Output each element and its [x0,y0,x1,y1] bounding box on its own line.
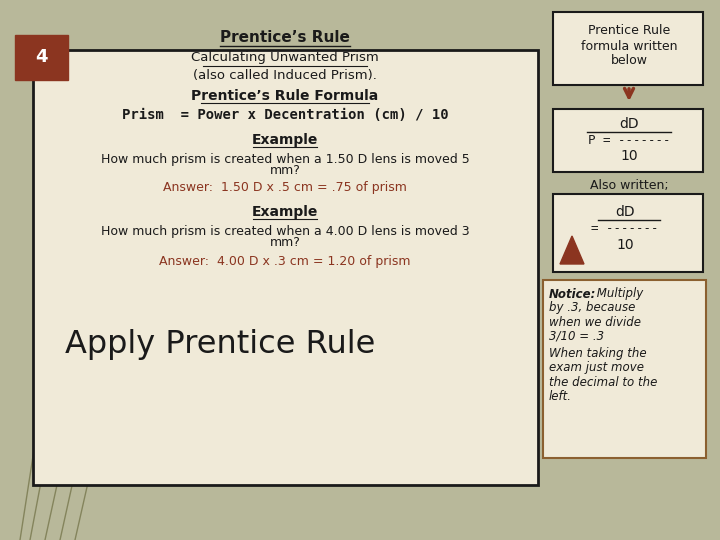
Text: Example: Example [252,205,318,219]
Text: below: below [611,55,647,68]
Text: When taking the: When taking the [549,348,647,361]
Text: (also called Induced Prism).: (also called Induced Prism). [193,69,377,82]
Bar [553,194,703,272]
Text: 3/10 = .3: 3/10 = .3 [549,329,604,342]
Text: when we divide: when we divide [549,315,641,328]
Bar [543,280,706,458]
Text: 10: 10 [616,238,634,252]
Text: by .3, because: by .3, because [549,301,635,314]
Text: Prentice Rule: Prentice Rule [588,24,670,37]
Text: mm?: mm? [269,237,300,249]
Bar [553,12,703,85]
Text: Example: Example [252,133,318,147]
Text: dD: dD [615,205,635,219]
Text: left.: left. [549,389,572,402]
Text: dD: dD [619,117,639,131]
Text: Answer:  1.50 D x .5 cm = .75 of prism: Answer: 1.50 D x .5 cm = .75 of prism [163,181,407,194]
Text: Notice:: Notice: [549,287,596,300]
Text: = -------: = ------- [591,222,659,235]
Text: How much prism is created when a 1.50 D lens is moved 5: How much prism is created when a 1.50 D … [101,152,469,165]
Text: Apply Prentice Rule: Apply Prentice Rule [65,329,375,361]
Text: How much prism is created when a 4.00 D lens is moved 3: How much prism is created when a 4.00 D … [101,225,469,238]
Text: Calculating Unwanted Prism: Calculating Unwanted Prism [191,51,379,64]
Text: Also written;: Also written; [590,179,668,192]
Text: 4: 4 [35,48,48,66]
Bar [33,50,538,485]
Text: formula written: formula written [581,39,678,52]
Polygon shape [15,35,68,80]
Polygon shape [560,236,584,264]
Text: Prentice’s Rule: Prentice’s Rule [220,30,350,45]
Text: the decimal to the: the decimal to the [549,375,657,388]
Text: 10: 10 [620,149,638,163]
Text: P = -------: P = ------- [588,134,670,147]
Text: Answer:  4.00 D x .3 cm = 1.20 of prism: Answer: 4.00 D x .3 cm = 1.20 of prism [159,254,410,267]
Bar [553,109,703,172]
Text: Prentice’s Rule Formula: Prentice’s Rule Formula [192,89,379,103]
Text: Prism  = Power x Decentration (cm) / 10: Prism = Power x Decentration (cm) / 10 [122,108,449,122]
Text: Multiply: Multiply [593,287,643,300]
Text: mm?: mm? [269,165,300,178]
Text: exam just move: exam just move [549,361,644,375]
